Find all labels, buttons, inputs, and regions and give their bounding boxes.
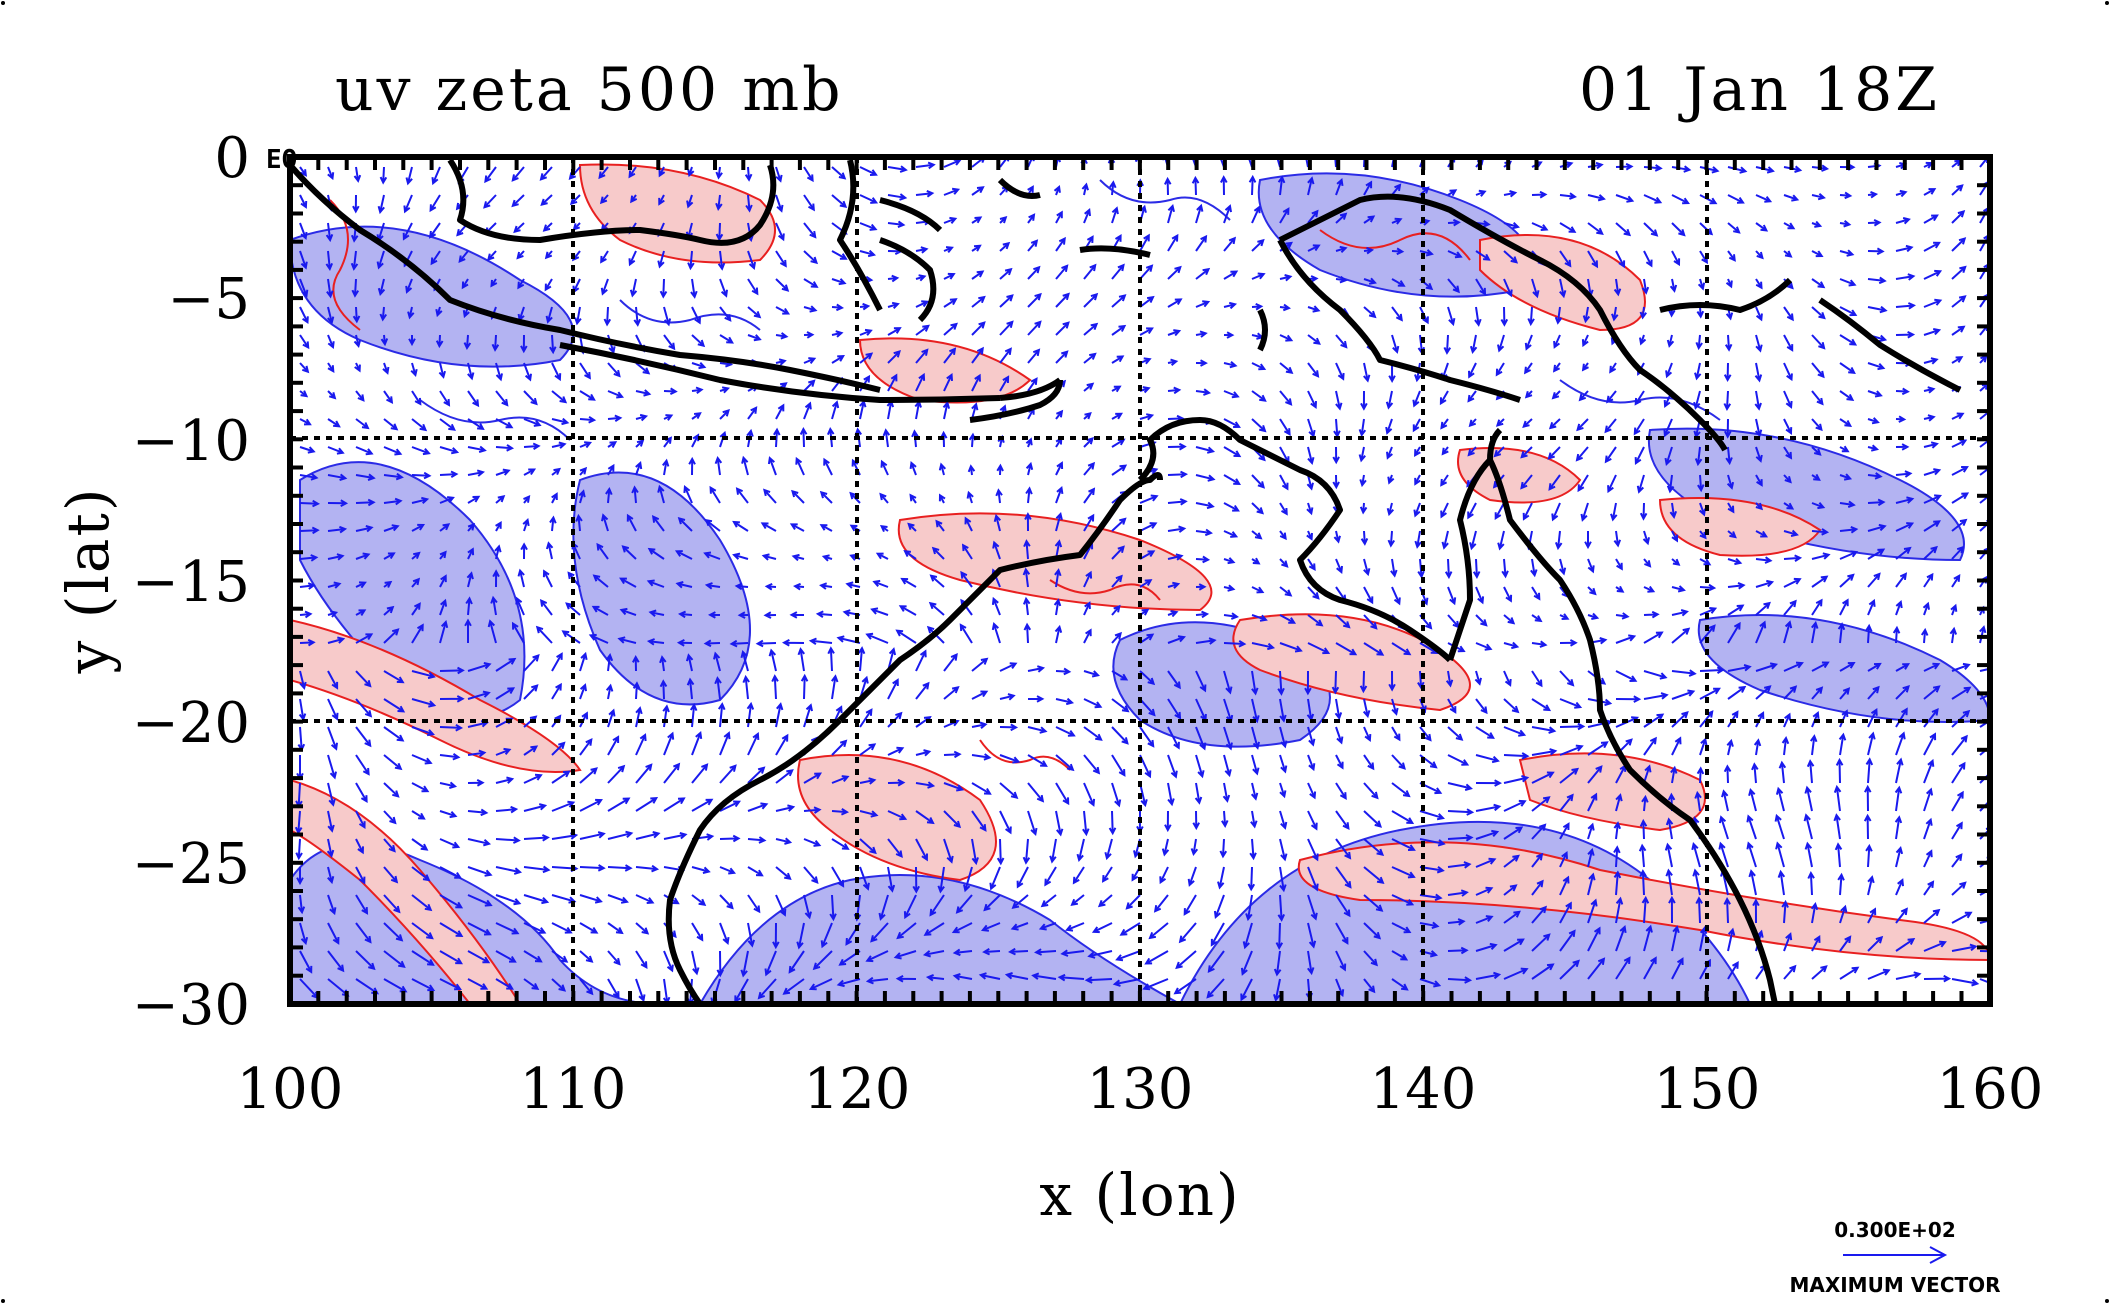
y-tick-label: −25 <box>132 832 250 897</box>
coast-new-guinea <box>1277 193 1728 452</box>
coast-top-end <box>1137 417 1453 663</box>
wind-vectors <box>294 157 1990 1004</box>
negative-vorticity-shading <box>290 172 1990 1004</box>
y-tick-label: 0 <box>214 126 250 191</box>
y-tick-label: −5 <box>167 267 250 332</box>
x-tick-label: 120 <box>804 1057 911 1122</box>
plot-area <box>290 157 1990 1004</box>
y-axis-label: y (lat) <box>54 487 122 675</box>
legend-caption: MAXIMUM VECTOR <box>1789 1273 2000 1297</box>
vector-legend: 0.300E+02 MAXIMUM VECTOR <box>1789 1218 2000 1297</box>
pos-region-band-east <box>1232 613 1471 712</box>
coast-australia-west <box>665 717 843 1004</box>
x-tick-label: 160 <box>1937 1057 2044 1122</box>
neg-region-central <box>572 471 751 706</box>
x-tick-labels: 100 110 120 130 140 150 160 <box>237 1057 2044 1122</box>
x-tick-label: 130 <box>1087 1057 1194 1122</box>
x-tick-label: 140 <box>1370 1057 1477 1122</box>
frame-minor-ticks <box>288 155 1992 1006</box>
coast-borneo <box>447 158 777 246</box>
legend-arrow-icon <box>1929 1246 1948 1264</box>
x-tick-label: 150 <box>1654 1057 1761 1122</box>
pos-region-east-aus <box>1518 752 1706 832</box>
coast-bali-nusa <box>969 377 1063 423</box>
x-tick-label: 110 <box>520 1057 627 1122</box>
pos-region-coral <box>1658 497 1822 557</box>
coast-moluccas <box>997 177 1268 352</box>
coast-pacific-islands <box>1659 277 1962 393</box>
coast-gulf-carpentaria <box>1447 457 1778 1004</box>
pos-region-west-band <box>290 618 582 773</box>
y-tick-label: −15 <box>132 550 250 615</box>
coastlines <box>290 158 1962 1004</box>
y-tick-label: −20 <box>132 691 250 756</box>
neg-region-north-band <box>290 225 575 368</box>
equator-label: EQ <box>266 145 297 175</box>
map-title: uv zeta 500 mb <box>335 55 844 125</box>
legend-value: 0.300E+02 <box>1834 1218 1956 1242</box>
x-tick-label: 100 <box>237 1057 344 1122</box>
contour-lines <box>329 179 1721 771</box>
x-axis-label: x (lon) <box>1039 1161 1240 1229</box>
y-tick-label: −10 <box>132 409 250 474</box>
pos-region-band-center <box>897 512 1213 612</box>
y-tick-label: −30 <box>132 973 250 1038</box>
map-timestamp: 01 Jan 18Z <box>1579 55 1940 125</box>
coast-sumatra <box>290 163 881 393</box>
neg-region-southcoast <box>698 874 1181 1004</box>
coast-sulawesi <box>837 159 943 323</box>
coast-cape-york <box>1487 427 1503 461</box>
coast-java <box>559 342 1001 403</box>
gridlines <box>290 157 1990 1004</box>
y-tick-labels: 0 −5 −10 −15 −20 −25 −30 <box>132 126 250 1038</box>
coast-australia-north <box>837 472 1163 723</box>
